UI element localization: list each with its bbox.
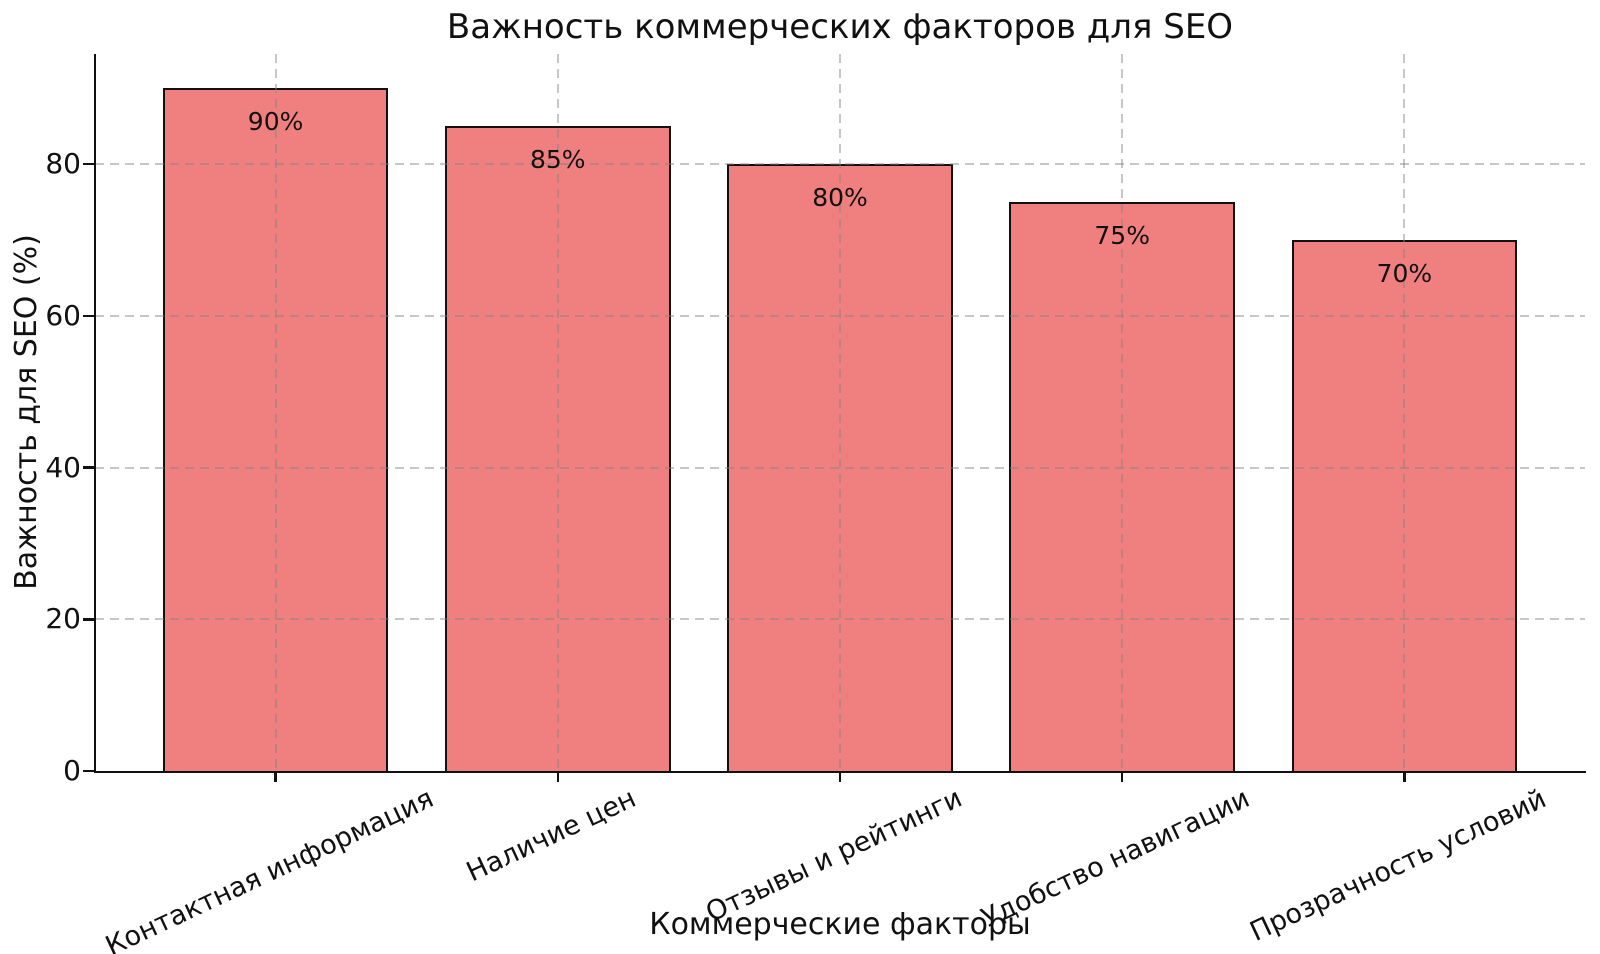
chart-title: Важность коммерческих факторов для SEO bbox=[446, 7, 1234, 47]
y-grid-line bbox=[95, 466, 1585, 469]
y-tick-mark bbox=[83, 618, 94, 621]
bar bbox=[1291, 239, 1518, 773]
y-tick-mark bbox=[83, 314, 94, 317]
x-axis-spine bbox=[93, 770, 1586, 773]
x-tick-mark bbox=[556, 773, 560, 782]
y-tick-label: 60 bbox=[45, 298, 81, 332]
y-tick-mark bbox=[83, 162, 94, 166]
bar-value-label: 75% bbox=[1094, 220, 1150, 250]
y-grid-line bbox=[95, 163, 1585, 166]
x-grid-line bbox=[1121, 54, 1124, 771]
y-grid-line bbox=[95, 314, 1585, 317]
bar-value-label: 85% bbox=[530, 145, 586, 175]
y-axis-title: Важность для SEO (%) bbox=[9, 234, 44, 590]
bar bbox=[444, 126, 671, 773]
x-tick-label: Наличие цен bbox=[462, 782, 642, 889]
bar-value-label: 90% bbox=[247, 107, 304, 137]
bar bbox=[1009, 201, 1236, 773]
x-grid-line bbox=[1403, 54, 1406, 771]
x-tick-mark bbox=[1120, 773, 1124, 782]
bar-value-label: 80% bbox=[812, 183, 868, 213]
y-tick-label: 20 bbox=[45, 602, 81, 636]
x-grid-line bbox=[839, 54, 841, 771]
bar-value-label: 70% bbox=[1376, 258, 1433, 288]
y-grid-line bbox=[95, 618, 1585, 621]
y-tick-label: 0 bbox=[63, 754, 81, 787]
x-grid-line bbox=[274, 54, 277, 771]
y-tick-mark bbox=[83, 466, 94, 469]
x-tick-mark bbox=[838, 773, 842, 782]
bar bbox=[727, 164, 953, 773]
bar bbox=[162, 88, 389, 773]
x-grid-line bbox=[556, 54, 559, 771]
y-tick-mark bbox=[83, 769, 94, 773]
y-tick-label: 80 bbox=[45, 147, 81, 181]
x-tick-mark bbox=[274, 773, 277, 782]
y-axis-spine bbox=[93, 54, 96, 773]
x-axis-title: Коммерческие факторы bbox=[649, 907, 1031, 942]
y-tick-label: 40 bbox=[45, 450, 81, 484]
x-tick-mark bbox=[1403, 773, 1406, 782]
